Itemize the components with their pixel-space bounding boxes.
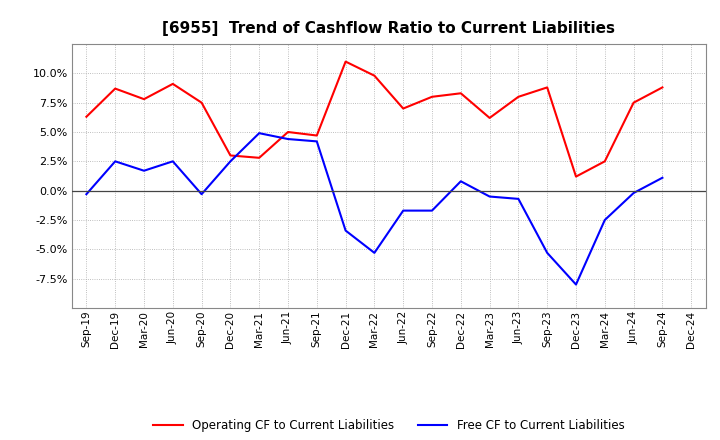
Free CF to Current Liabilities xyxy=(399,208,408,213)
Operating CF to Current Liabilities xyxy=(658,85,667,90)
Operating CF to Current Liabilities xyxy=(514,94,523,99)
Free CF to Current Liabilities xyxy=(312,139,321,144)
Operating CF to Current Liabilities xyxy=(255,155,264,161)
Operating CF to Current Liabilities xyxy=(341,59,350,64)
Free CF to Current Liabilities xyxy=(168,159,177,164)
Free CF to Current Liabilities xyxy=(255,131,264,136)
Operating CF to Current Liabilities xyxy=(226,153,235,158)
Operating CF to Current Liabilities xyxy=(485,115,494,121)
Line: Operating CF to Current Liabilities: Operating CF to Current Liabilities xyxy=(86,62,662,176)
Free CF to Current Liabilities xyxy=(197,191,206,197)
Operating CF to Current Liabilities xyxy=(600,159,609,164)
Free CF to Current Liabilities xyxy=(543,250,552,256)
Free CF to Current Liabilities xyxy=(600,217,609,223)
Operating CF to Current Liabilities xyxy=(399,106,408,111)
Legend: Operating CF to Current Liabilities, Free CF to Current Liabilities: Operating CF to Current Liabilities, Fre… xyxy=(148,414,629,436)
Free CF to Current Liabilities xyxy=(629,191,638,196)
Free CF to Current Liabilities xyxy=(428,208,436,213)
Operating CF to Current Liabilities xyxy=(312,133,321,138)
Operating CF to Current Liabilities xyxy=(428,94,436,99)
Operating CF to Current Liabilities xyxy=(82,114,91,119)
Free CF to Current Liabilities xyxy=(658,175,667,180)
Operating CF to Current Liabilities xyxy=(456,91,465,96)
Operating CF to Current Liabilities xyxy=(572,174,580,179)
Line: Free CF to Current Liabilities: Free CF to Current Liabilities xyxy=(86,133,662,285)
Operating CF to Current Liabilities xyxy=(629,100,638,105)
Operating CF to Current Liabilities xyxy=(140,96,148,102)
Free CF to Current Liabilities xyxy=(82,191,91,197)
Operating CF to Current Liabilities xyxy=(111,86,120,91)
Operating CF to Current Liabilities xyxy=(370,73,379,78)
Free CF to Current Liabilities xyxy=(572,282,580,287)
Operating CF to Current Liabilities xyxy=(284,129,292,135)
Free CF to Current Liabilities xyxy=(514,196,523,202)
Free CF to Current Liabilities xyxy=(341,228,350,233)
Free CF to Current Liabilities xyxy=(226,159,235,164)
Free CF to Current Liabilities xyxy=(485,194,494,199)
Free CF to Current Liabilities xyxy=(284,136,292,142)
Free CF to Current Liabilities xyxy=(456,179,465,184)
Operating CF to Current Liabilities xyxy=(168,81,177,87)
Operating CF to Current Liabilities xyxy=(543,85,552,90)
Free CF to Current Liabilities xyxy=(370,250,379,256)
Operating CF to Current Liabilities xyxy=(197,100,206,105)
Free CF to Current Liabilities xyxy=(140,168,148,173)
Title: [6955]  Trend of Cashflow Ratio to Current Liabilities: [6955] Trend of Cashflow Ratio to Curren… xyxy=(162,21,616,36)
Free CF to Current Liabilities xyxy=(111,159,120,164)
